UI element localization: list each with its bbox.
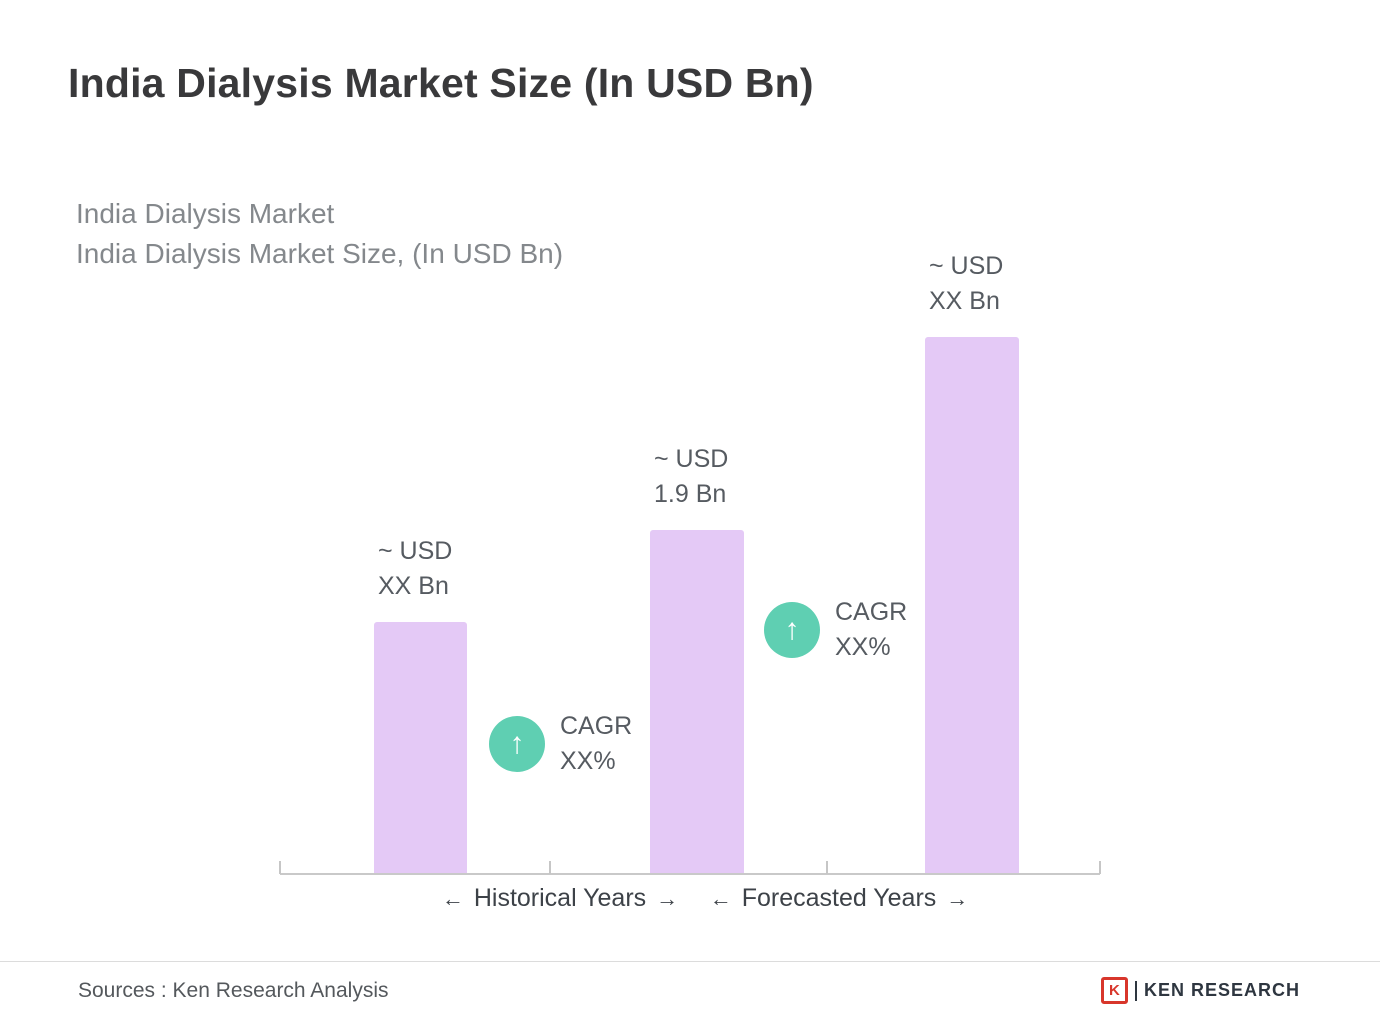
logo-letter: K <box>1109 982 1120 999</box>
left-arrow-icon: ← <box>709 885 732 911</box>
axis-tick <box>549 861 551 874</box>
cagr-label: CAGR <box>835 598 908 626</box>
page-title: India Dialysis Market Size (In USD Bn) <box>68 60 814 106</box>
axis-segment-label: Forecasted Years <box>741 884 937 912</box>
axis-segment-historical: ← Historical Years → <box>442 884 678 913</box>
cagr-badge-historical: ↑ CAGR XX% <box>489 709 632 779</box>
ken-research-logo: K KEN RESEARCH <box>1100 977 1300 1004</box>
axis-tick <box>279 861 281 874</box>
axis-tick <box>1099 861 1101 874</box>
left-arrow-icon: ← <box>441 885 464 911</box>
bar-value-line-1: ~ USD <box>378 537 453 565</box>
bar-column-historical-start: ~ USD XX Bn <box>374 534 467 874</box>
cagr-circle: ↑ <box>764 602 820 658</box>
right-arrow-icon: → <box>656 885 679 911</box>
bar-value-label: ~ USD XX Bn <box>378 534 452 604</box>
logo-k-icon: K <box>1100 977 1128 1004</box>
x-axis-line <box>280 873 1100 875</box>
up-arrow-icon: ↑ <box>784 613 800 646</box>
bar-value-line-2: 1.9 Bn <box>654 480 727 508</box>
axis-segment-label: Historical Years <box>473 884 647 912</box>
cagr-value: XX% <box>835 633 891 661</box>
cagr-text: CAGR XX% <box>560 709 632 779</box>
bar-forecast-end <box>925 337 1019 874</box>
chart-subtitle: India Dialysis Market India Dialysis Mar… <box>76 194 563 274</box>
source-note: Sources : Ken Research Analysis <box>78 979 389 1002</box>
bar-value-line-2: XX Bn <box>929 287 1000 315</box>
right-arrow-icon: → <box>946 885 969 911</box>
bar-value-line-1: ~ USD <box>929 252 1004 280</box>
bar-column-forecast-end: ~ USD XX Bn <box>925 249 1019 874</box>
bar-value-label: ~ USD XX Bn <box>929 249 1003 319</box>
cagr-circle: ↑ <box>489 716 545 772</box>
bar-value-line-1: ~ USD <box>654 445 729 473</box>
logo-text: KEN RESEARCH <box>1143 980 1300 1000</box>
cagr-badge-forecast: ↑ CAGR XX% <box>764 595 907 665</box>
bar-column-current: ~ USD 1.9 Bn <box>650 442 744 874</box>
cagr-value: XX% <box>560 747 616 775</box>
bar-current <box>650 530 744 874</box>
axis-segment-forecasted: ← Forecasted Years → <box>710 884 969 913</box>
cagr-text: CAGR XX% <box>835 595 907 665</box>
bar-value-line-2: XX Bn <box>378 572 449 600</box>
subtitle-line-1: India Dialysis Market <box>76 198 335 229</box>
axis-tick <box>826 861 828 874</box>
bar-value-label: ~ USD 1.9 Bn <box>654 442 728 512</box>
bar-historical-start <box>374 622 467 874</box>
footer-divider <box>0 961 1380 962</box>
cagr-label: CAGR <box>560 712 633 740</box>
logo-divider <box>1134 980 1137 1001</box>
subtitle-line-2: India Dialysis Market Size, (In USD Bn) <box>76 238 564 269</box>
up-arrow-icon: ↑ <box>509 727 525 760</box>
